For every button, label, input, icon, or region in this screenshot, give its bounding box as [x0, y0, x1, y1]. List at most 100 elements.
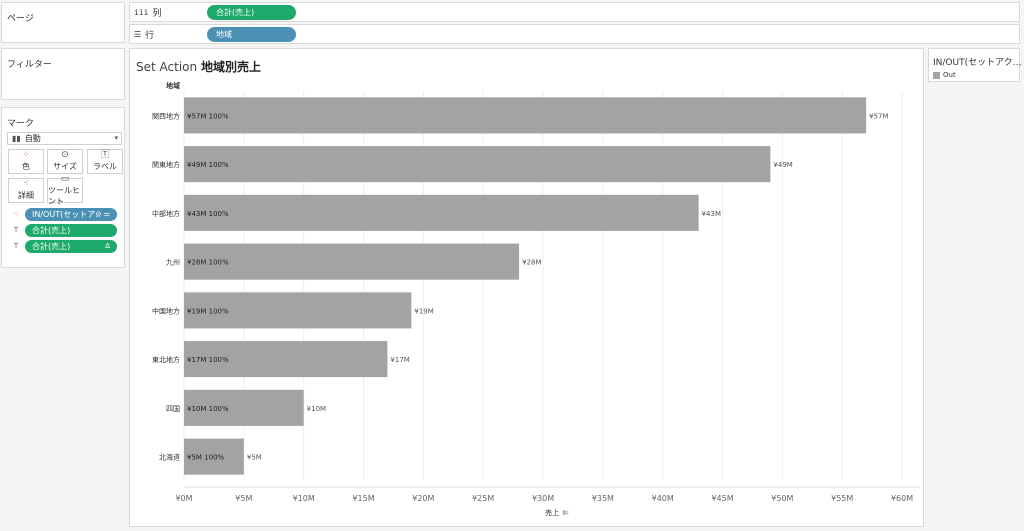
rows-shelf[interactable]: ☰ 行 地域 — [129, 24, 1020, 44]
sales-sum-pill[interactable]: 合計(売上) — [25, 223, 117, 237]
bar[interactable] — [184, 438, 244, 475]
detail-icon: ⁖ — [23, 179, 29, 189]
bar-value-label: ¥10M — [307, 405, 326, 413]
x-axis-title-text: 売上 — [545, 509, 559, 517]
set-inout-pill-label: IN/OUT(セットア.. — [32, 209, 101, 219]
filters-panel[interactable]: フィルター — [1, 48, 125, 100]
bar-inner-label: ¥28M 100% — [187, 259, 229, 267]
columns-icon: iii — [134, 8, 149, 17]
x-tick-label: ¥55M — [831, 494, 853, 503]
label-button-label: ラベル — [93, 162, 117, 171]
detail-button[interactable]: ⁖ 詳細 — [8, 178, 44, 203]
marks-panel-title: マーク — [7, 119, 35, 129]
bar[interactable] — [184, 341, 388, 378]
category-label: 中国地方 — [152, 306, 180, 315]
columns-shelf-label: 列 — [152, 9, 162, 19]
rows-shelf-label-wrap: ☰ 行 — [134, 28, 154, 41]
mark-type-dropdown[interactable]: ▮▮ 自動 ▾ — [7, 132, 122, 145]
bar-chart-icon: ▮▮ — [12, 134, 21, 143]
viz-title-prefix: Set Action — [136, 60, 198, 74]
sort-icon[interactable]: ⊫ — [563, 509, 570, 517]
viz-title: Set Action 地域別売上 — [136, 58, 261, 75]
bar-chart: ¥0M ¥5M ¥10M ¥15M ¥20M ¥25M ¥30M ¥35M ¥40M ¥45M ¥5… — [152, 91, 920, 503]
bar-inner-label: ¥49M 100% — [187, 161, 229, 169]
delta-icon: Δ — [105, 241, 110, 250]
set-inout-pill[interactable]: IN/OUT(セットア.. ⊘ ⚌ — [25, 207, 117, 221]
bar-value-label: ¥19M — [414, 307, 433, 315]
category-label: 関東地方 — [152, 160, 180, 169]
columns-pill[interactable]: 合計(売上) — [207, 5, 296, 20]
bar[interactable] — [184, 243, 520, 280]
category-label: 関西地方 — [152, 111, 180, 120]
row-header[interactable]: 地域 — [166, 82, 180, 90]
detail-button-label: 詳細 — [18, 191, 34, 200]
pages-panel-title: ページ — [7, 14, 34, 24]
label-icon: 🅃 — [100, 150, 110, 160]
set-icon: ⊘ ⚌ — [95, 209, 110, 218]
legend-swatch — [933, 71, 940, 79]
viz-title-main: 地域別売上 — [200, 60, 261, 74]
x-tick-label: ¥40M — [652, 494, 674, 503]
x-tick-label: ¥0M — [175, 494, 192, 503]
chevron-down-icon: ▾ — [114, 134, 118, 142]
category-label: 九州 — [166, 258, 180, 267]
category-label: 東北地方 — [152, 355, 180, 364]
tooltip-button[interactable]: ▭ ツールヒント — [47, 173, 83, 206]
x-tick-label: ¥60M — [891, 494, 913, 503]
columns-shelf[interactable]: iii 列 合計(売上) — [129, 2, 1020, 22]
bar-value-label: ¥43M — [702, 210, 721, 218]
bar[interactable] — [184, 292, 412, 329]
bar-value-label: ¥49M — [773, 161, 792, 169]
tooltip-icon: ▭ — [60, 173, 70, 184]
x-tick-label: ¥25M — [472, 494, 494, 503]
marks-panel: マーク ▮▮ 自動 ▾ ⁘ 色 ⊙ サイズ 🅃 ラベル ⁖ 詳細 ▭ ツールヒン… — [1, 107, 125, 268]
rows-shelf-label: 行 — [145, 31, 155, 41]
category-label: 北海道 — [159, 453, 180, 462]
color-button-label: 色 — [22, 162, 30, 171]
bar-inner-label: ¥57M 100% — [187, 112, 229, 120]
bar-inner-label: ¥19M 100% — [187, 307, 229, 315]
text-label-icon: T — [13, 242, 19, 250]
size-button-label: サイズ — [53, 162, 77, 171]
viz-area: Set Action 地域別売上 地域 ¥0M ¥5M ¥10M ¥15M ¥20M ¥2… — [129, 48, 924, 527]
x-tick-label: ¥30M — [532, 494, 554, 503]
x-tick-label: ¥15M — [352, 494, 374, 503]
x-axis-title[interactable]: 売上 ⊫ — [545, 508, 569, 518]
text-label-icon: T — [13, 226, 19, 234]
bar[interactable] — [184, 389, 304, 426]
bar-inner-label: ¥5M 100% — [187, 454, 225, 462]
category-label: 四国 — [166, 405, 180, 413]
x-tick-label: ¥35M — [592, 494, 614, 503]
bar[interactable] — [184, 146, 771, 183]
legend-item-label: Out — [943, 71, 956, 79]
bar[interactable] — [184, 194, 699, 231]
bar-value-label: ¥57M — [869, 112, 888, 120]
columns-shelf-label-wrap: iii 列 — [134, 6, 161, 19]
legend-item[interactable]: Out — [933, 71, 956, 79]
color-button[interactable]: ⁘ 色 — [8, 149, 44, 174]
bar-inner-label: ¥10M 100% — [187, 405, 229, 413]
x-tick-label: ¥50M — [771, 494, 793, 503]
mark-field-row: T 合計(売上) Δ — [11, 239, 117, 253]
bar[interactable] — [184, 97, 867, 134]
x-tick-label: ¥5M — [235, 494, 252, 503]
bar-value-label: ¥5M — [247, 454, 262, 462]
pages-panel[interactable]: ページ — [1, 2, 125, 43]
rows-pill[interactable]: 地域 — [207, 27, 296, 42]
color-icon: ⁘ — [13, 210, 19, 218]
bar-value-label: ¥28M — [522, 259, 541, 267]
x-tick-label: ¥20M — [412, 494, 434, 503]
bar-inner-label: ¥43M 100% — [187, 210, 229, 218]
size-button[interactable]: ⊙ サイズ — [47, 149, 83, 174]
category-label: 中部地方 — [152, 209, 180, 218]
sales-sum-percent-pill[interactable]: 合計(売上) Δ — [25, 239, 117, 253]
size-icon: ⊙ — [61, 150, 69, 160]
rows-icon: ☰ — [134, 30, 142, 39]
bar-value-label: ¥17M — [390, 356, 409, 364]
mark-field-row: ⁘ IN/OUT(セットア.. ⊘ ⚌ — [11, 207, 117, 221]
x-tick-label: ¥10M — [293, 494, 315, 503]
filters-panel-title: フィルター — [7, 60, 52, 70]
tooltip-button-label: ツールヒント — [48, 185, 80, 206]
label-button[interactable]: 🅃 ラベル — [87, 149, 123, 174]
sales-sum-percent-pill-label: 合計(売上) — [32, 241, 71, 251]
